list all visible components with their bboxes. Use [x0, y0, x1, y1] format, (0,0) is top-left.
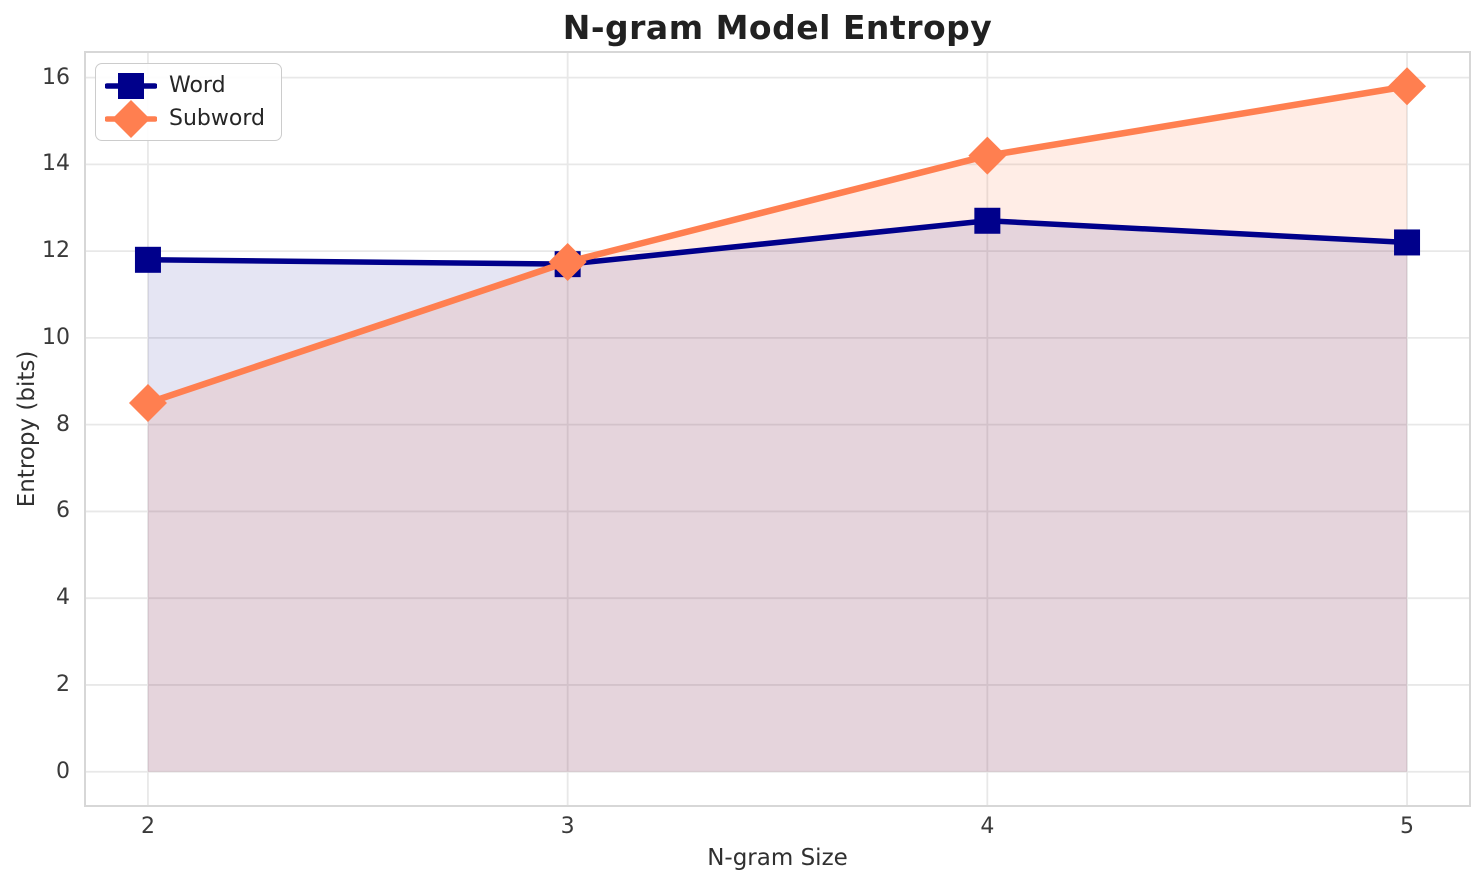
- y-axis-label: Entropy (bits): [14, 350, 40, 508]
- x-tick-label: 2: [140, 814, 155, 839]
- legend-item-word: Word: [105, 69, 265, 102]
- subword-line: [144, 83, 1411, 407]
- legend-label-word: Word: [169, 73, 226, 98]
- plot-border: [84, 51, 1471, 807]
- subword-marker: [548, 242, 587, 281]
- y-tick-label: 16: [42, 64, 70, 90]
- legend-item-subword: Subword: [105, 99, 265, 138]
- y-tick-label: 12: [42, 238, 70, 264]
- diamond-marker-icon: [112, 99, 150, 138]
- word-marker: [974, 207, 1001, 234]
- subword-marker: [968, 136, 1007, 175]
- legend-marker-diamond-icon: [105, 99, 157, 138]
- y-tick-label: 8: [56, 411, 70, 437]
- y-tick-label: 6: [56, 498, 70, 524]
- legend-label-subword: Subword: [169, 106, 265, 131]
- y-tick-label: 10: [42, 324, 70, 350]
- y-tick-label: 0: [56, 758, 70, 784]
- word-marker: [134, 246, 161, 273]
- y-tick-label: 14: [42, 151, 70, 177]
- subword-fill: [147, 86, 1408, 772]
- subword-marker: [128, 383, 167, 422]
- word-fill: [147, 220, 1408, 772]
- square-marker-icon: [118, 72, 144, 99]
- subword-marker: [1388, 67, 1427, 106]
- legend: Word Subword: [95, 63, 282, 141]
- x-axis-label: N-gram Size: [707, 845, 848, 871]
- chart-title: N-gram Model Entropy: [562, 8, 993, 47]
- legend-marker-square-icon: [105, 72, 157, 99]
- x-tick-label: 4: [980, 814, 995, 839]
- y-tick-label: 4: [56, 585, 70, 611]
- y-tick-label: 2: [56, 671, 70, 697]
- word-marker: [1394, 229, 1421, 256]
- x-tick-label: 5: [1400, 814, 1415, 839]
- word-line: [145, 218, 1410, 267]
- x-tick-label: 3: [560, 814, 575, 839]
